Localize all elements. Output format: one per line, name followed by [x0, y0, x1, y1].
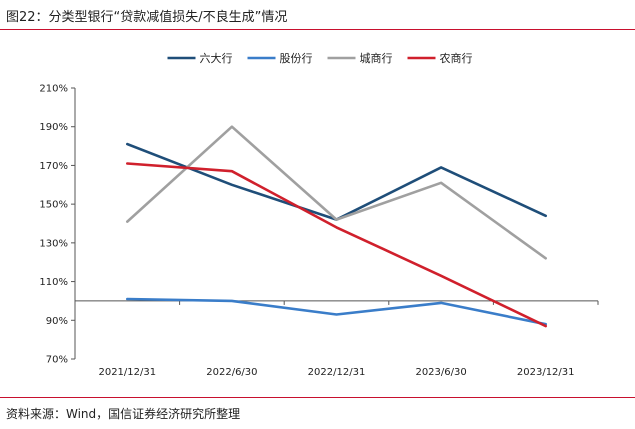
y-tick-label: 90% — [46, 316, 68, 327]
y-tick-label: 170% — [39, 161, 68, 172]
figure-title: 图22：分类型银行“贷款减值损失/不良生成”情况 — [6, 10, 288, 25]
x-tick-label: 2022/12/31 — [308, 367, 366, 378]
y-tick-label: 110% — [39, 277, 68, 288]
x-tick-label: 2021/12/31 — [98, 367, 156, 378]
source-bar: 资料来源：Wind，国信证券经济研究所整理 — [0, 397, 635, 429]
figure-title-bar: 图22：分类型银行“贷款减值损失/不良生成”情况 — [0, 0, 635, 30]
y-tick-label: 210% — [39, 84, 68, 95]
x-tick-label: 2022/6/30 — [206, 367, 257, 378]
chart-axes: 70% 90% 110% 130% 150% 170% 190% 210% 2021/12/31… — [39, 84, 599, 378]
chart-series — [126, 125, 548, 328]
chart-legend: 六大行 股份行 城商行 农商行 — [167, 51, 473, 65]
series-line — [126, 142, 548, 221]
y-tick-label: 70% — [46, 355, 68, 366]
y-tick-label: 190% — [39, 122, 68, 133]
source-note: 资料来源：Wind，国信证券经济研究所整理 — [6, 407, 241, 421]
y-tick-label: 130% — [39, 238, 68, 249]
line-chart: 六大行 股份行 城商行 农商行 70% 90% 110% 130% 150% 170% 190% 2… — [39, 51, 599, 378]
x-tick-label: 2023/6/30 — [415, 367, 466, 378]
legend-label: 股份行 — [280, 52, 313, 65]
x-tick-label: 2023/12/31 — [517, 367, 575, 378]
legend-label: 农商行 — [440, 51, 473, 65]
series-line — [126, 297, 548, 326]
legend-label: 城商行 — [360, 51, 393, 65]
series-line — [126, 162, 548, 328]
legend-label: 六大行 — [200, 51, 233, 65]
series-line — [126, 125, 548, 260]
y-tick-label: 150% — [39, 200, 68, 211]
